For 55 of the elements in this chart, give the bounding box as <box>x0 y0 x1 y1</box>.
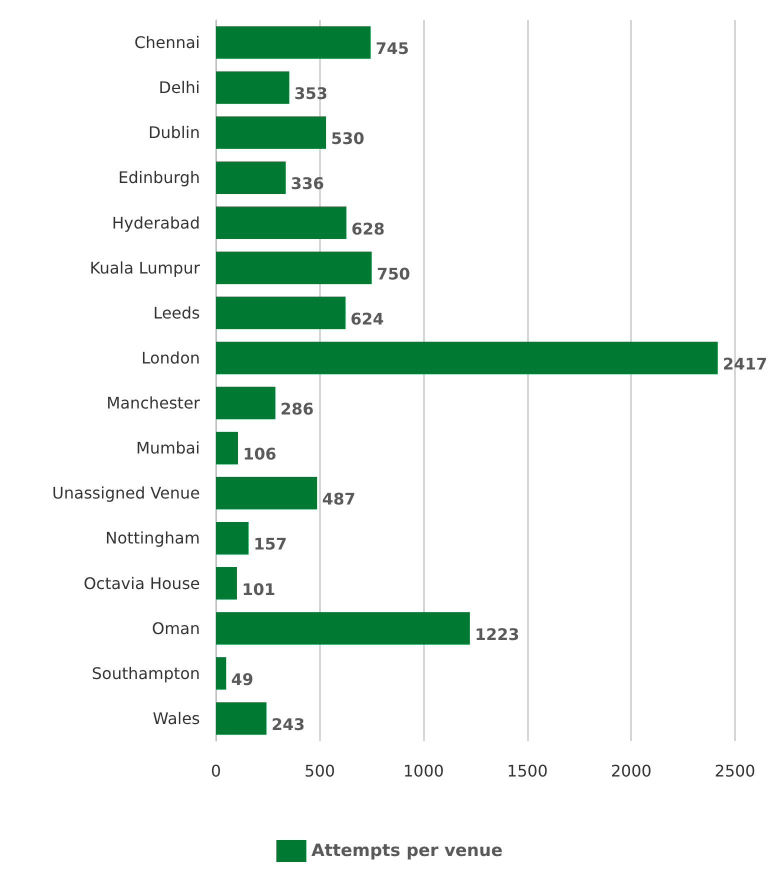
bar <box>216 612 470 645</box>
x-tick-label: 1500 <box>507 762 548 780</box>
data-label: 101 <box>242 580 276 599</box>
data-label: 243 <box>271 714 305 734</box>
data-label: 2417 <box>722 354 768 374</box>
y-tick-label: Edinburgh <box>118 168 200 188</box>
y-tick-label: Wales <box>152 708 200 728</box>
y-tick-label: Oman <box>152 618 200 638</box>
legend-label: Attempts per venue <box>311 841 503 861</box>
bar <box>216 567 237 600</box>
y-tick-label: Dublin <box>148 123 200 142</box>
data-label: 286 <box>280 400 314 419</box>
bar <box>216 702 266 735</box>
y-tick-label: Unassigned Venue <box>52 484 200 503</box>
x-tick-label: 1000 <box>403 762 444 780</box>
bar <box>216 296 346 330</box>
data-label: 745 <box>376 39 410 58</box>
y-tick-label: Mumbai <box>136 438 200 458</box>
data-label: 157 <box>254 534 287 554</box>
y-tick-label: Kuala Lumpur <box>90 258 200 278</box>
y-tick-label: Leeds <box>153 303 200 322</box>
x-tick-label: 0 <box>210 762 222 780</box>
bar <box>216 26 371 59</box>
y-tick-label: Chennai <box>134 33 200 52</box>
y-tick-label: Hyderabad <box>112 213 200 232</box>
data-label: 487 <box>322 490 356 509</box>
data-label: 353 <box>294 84 328 104</box>
y-tick-label: Octavia House <box>84 574 200 593</box>
bar <box>216 252 372 284</box>
data-label: 624 <box>350 309 384 328</box>
bar <box>216 657 226 690</box>
bar <box>216 342 718 374</box>
y-tick-label: London <box>141 348 200 368</box>
y-tick-label: Nottingham <box>105 528 200 548</box>
data-label: 336 <box>290 174 324 194</box>
x-tick-label: 500 <box>304 762 336 780</box>
x-tick-label: 2000 <box>610 762 652 780</box>
x-tick-label: 2500 <box>714 762 756 780</box>
bar <box>216 206 346 240</box>
y-tick-label: Delhi <box>158 78 200 98</box>
data-label: 530 <box>331 129 364 148</box>
data-label: 49 <box>231 670 254 689</box>
bar <box>216 386 276 420</box>
bar <box>216 161 286 194</box>
data-label: 1223 <box>474 624 520 644</box>
bar <box>216 476 318 510</box>
bar <box>216 522 249 554</box>
bar <box>216 71 290 104</box>
bar <box>216 432 238 464</box>
data-label: 106 <box>243 444 276 464</box>
bar <box>216 116 326 149</box>
y-tick-label: Manchester <box>106 394 200 413</box>
data-label: 628 <box>351 219 385 238</box>
y-tick-label: Southampton <box>92 664 200 683</box>
data-label: 750 <box>376 264 410 284</box>
